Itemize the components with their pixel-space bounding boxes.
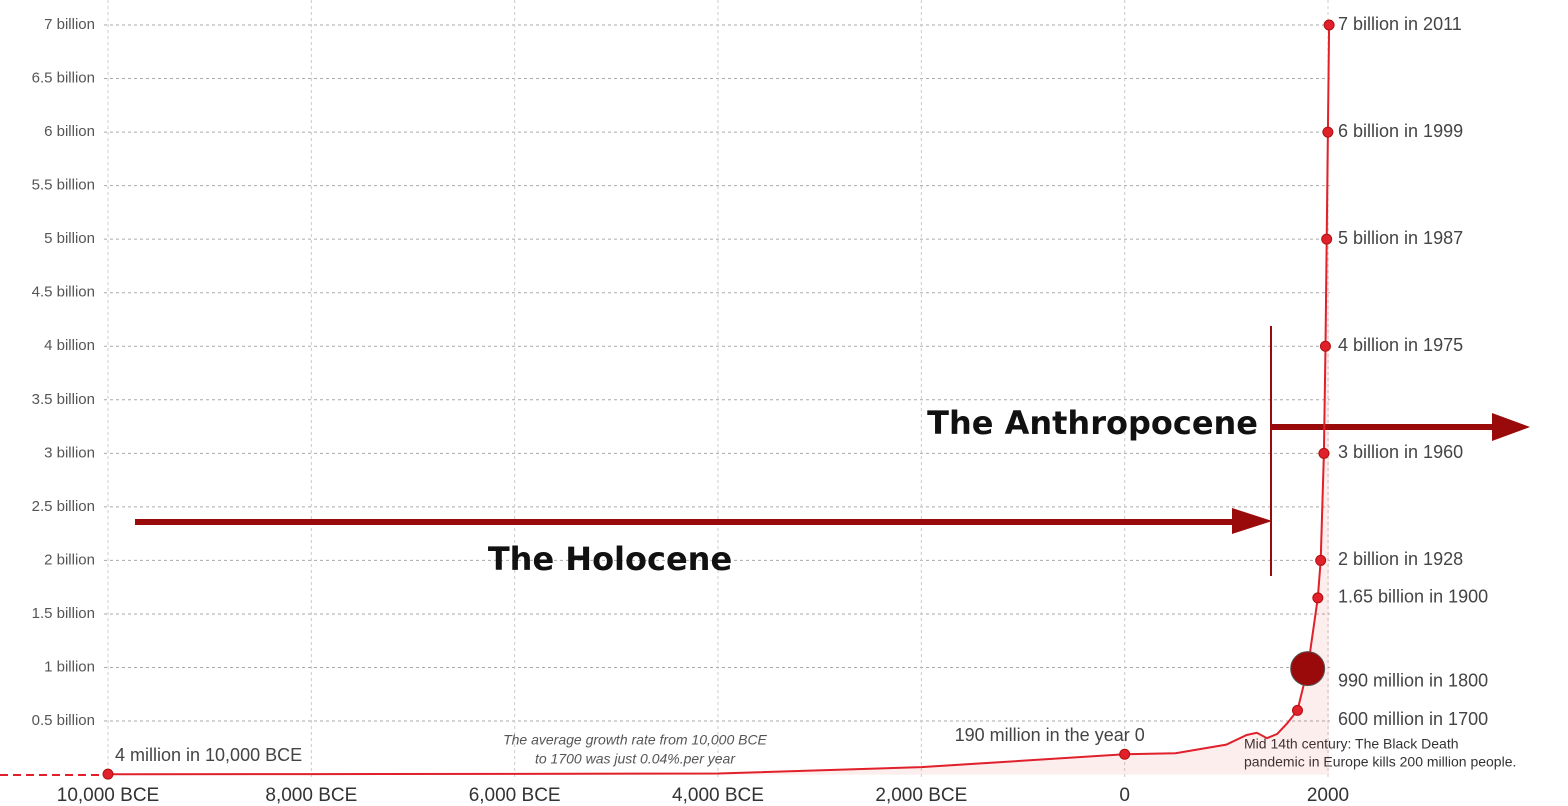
point-label: 4 million in 10,000 BCE: [115, 745, 302, 765]
y-tick-label: 6 billion: [44, 123, 95, 140]
marker: [1321, 233, 1333, 245]
y-tick-label: 4 billion: [44, 337, 95, 354]
point-label: 7 billion in 2011: [1338, 14, 1462, 34]
marker: [1322, 126, 1334, 138]
y-tick-label: 5 billion: [44, 230, 95, 247]
black-death-note: pandemic in Europe kills 200 million peo…: [1244, 754, 1516, 770]
growth-note: to 1700 was just 0.04%.per year: [535, 751, 736, 767]
y-tick-label: 6.5 billion: [32, 70, 95, 87]
marker: [1290, 651, 1326, 687]
anthropocene-label: The Anthropocene: [927, 404, 1258, 442]
x-tick-label: 2,000 BCE: [875, 785, 967, 806]
point-label: 2 billion in 1928: [1338, 549, 1463, 569]
y-tick-label: 0.5 billion: [32, 712, 95, 729]
growth-note: The average growth rate from 10,000 BCE: [503, 732, 767, 748]
black-death-note: Mid 14th century: The Black Death: [1244, 736, 1459, 752]
point-label: 5 billion in 1987: [1338, 228, 1463, 248]
x-tick-label: 8,000 BCE: [265, 785, 357, 806]
y-tick-label: 5.5 billion: [32, 177, 95, 194]
point-label: 600 million in 1700: [1338, 709, 1488, 729]
marker: [1119, 748, 1131, 760]
x-tick-label: 0: [1119, 785, 1130, 806]
y-tick-label: 2 billion: [44, 551, 95, 568]
marker: [1318, 447, 1330, 459]
y-tick-label: 3.5 billion: [32, 391, 95, 408]
grid: [104, 0, 1330, 780]
point-label: 1.65 billion in 1900: [1338, 587, 1488, 607]
arrow-head: [1492, 413, 1530, 441]
y-tick-label: 1 billion: [44, 658, 95, 675]
x-tick-label: 4,000 BCE: [672, 785, 764, 806]
y-tick-label: 4.5 billion: [32, 284, 95, 301]
marker: [1319, 340, 1331, 352]
point-label: 990 million in 1800: [1338, 670, 1488, 690]
point-label: 6 billion in 1999: [1338, 121, 1463, 141]
marker: [102, 768, 114, 780]
marker: [1323, 19, 1335, 31]
point-label: 190 million in the year 0: [955, 725, 1145, 745]
x-tick-label: 2000: [1307, 785, 1349, 806]
y-tick-label: 1.5 billion: [32, 605, 95, 622]
point-label: 4 billion in 1975: [1338, 335, 1463, 355]
marker: [1315, 554, 1327, 566]
marker: [1312, 592, 1324, 604]
x-tick-label: 6,000 BCE: [469, 785, 561, 806]
y-tick-label: 7 billion: [44, 16, 95, 33]
y-tick-label: 2.5 billion: [32, 498, 95, 515]
y-tick-label: 3 billion: [44, 444, 95, 461]
holocene-label: The Holocene: [488, 540, 732, 578]
arrow-head: [1232, 508, 1272, 534]
marker: [1292, 704, 1303, 716]
line: [107, 24, 1331, 776]
point-label: 3 billion in 1960: [1338, 442, 1463, 462]
x-tick-label: 10,000 BCE: [57, 785, 159, 806]
